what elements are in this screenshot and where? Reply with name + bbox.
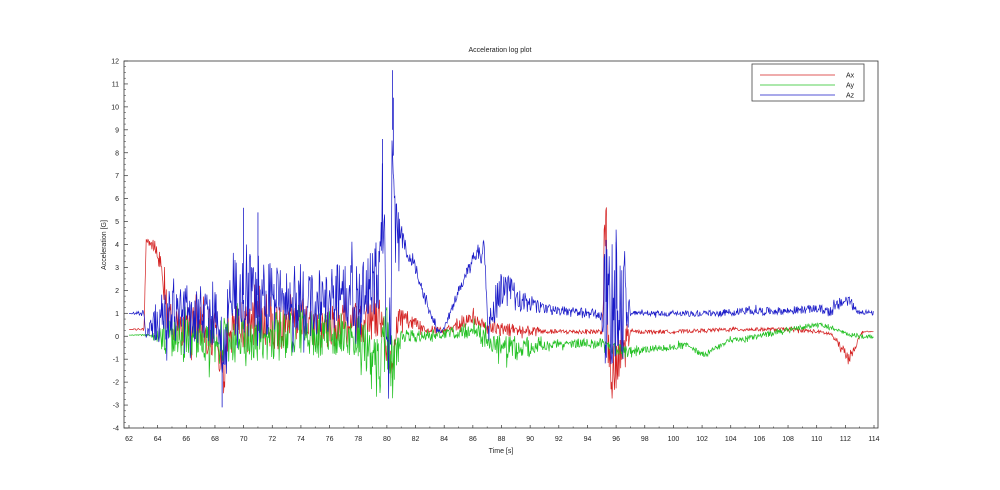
legend-label-ax: Ax bbox=[846, 73, 855, 80]
y-tick-label: -2 bbox=[113, 380, 119, 387]
y-axis-label: Acceleration [G] bbox=[101, 220, 108, 270]
x-tick-label: 96 bbox=[612, 436, 620, 443]
series-line-ax bbox=[128, 207, 874, 399]
y-tick-label: 4 bbox=[115, 242, 119, 249]
x-tick-label: 110 bbox=[811, 436, 822, 443]
y-tick-label: -4 bbox=[113, 426, 119, 433]
y-tick-label: 5 bbox=[115, 219, 119, 226]
y-tick-label: 9 bbox=[115, 127, 119, 134]
x-tick-label: 74 bbox=[297, 436, 305, 443]
y-tick-label: 3 bbox=[115, 265, 119, 272]
y-tick-label: 2 bbox=[115, 288, 119, 295]
legend-label-az: Az bbox=[846, 93, 855, 100]
y-tick-label: 7 bbox=[115, 173, 119, 180]
x-tick-label: 62 bbox=[125, 436, 133, 443]
x-tick-label: 108 bbox=[782, 436, 794, 443]
chart-title: Acceleration log plot bbox=[468, 47, 531, 54]
x-tick-label: 102 bbox=[696, 436, 708, 443]
series-line-ay bbox=[129, 303, 874, 399]
y-tick-label: 10 bbox=[111, 104, 119, 111]
legend-label-ay: Ay bbox=[846, 83, 855, 90]
x-tick-label: 80 bbox=[383, 436, 391, 443]
x-tick-label: 98 bbox=[641, 436, 649, 443]
x-tick-label: 88 bbox=[498, 436, 506, 443]
y-tick-label: 6 bbox=[115, 196, 119, 203]
y-tick-label: 12 bbox=[111, 59, 119, 66]
series-line-az bbox=[128, 140, 874, 399]
x-tick-label: 64 bbox=[154, 436, 162, 443]
plot-frame bbox=[123, 60, 879, 429]
x-tick-label: 78 bbox=[354, 436, 362, 443]
x-tick-label: 100 bbox=[668, 436, 680, 443]
x-tick-label: 76 bbox=[326, 436, 334, 443]
x-axis-label: Time [s] bbox=[489, 448, 514, 455]
x-tick-label: 106 bbox=[754, 436, 766, 443]
y-tick-label: -1 bbox=[113, 357, 119, 364]
x-tick-label: 114 bbox=[868, 436, 879, 443]
x-tick-label: 70 bbox=[240, 436, 248, 443]
x-tick-label: 66 bbox=[182, 436, 190, 443]
x-tick-label: 112 bbox=[840, 436, 851, 443]
x-tick-label: 86 bbox=[469, 436, 477, 443]
x-tick-label: 72 bbox=[268, 436, 276, 443]
x-axis: 62 64 66 68 70 72 74 76 78 80 82 84 86 88 90 92 94 96 98 10… bbox=[125, 425, 880, 443]
x-tick-label: 84 bbox=[440, 436, 448, 443]
plot-lines bbox=[128, 70, 874, 408]
x-tick-label: 94 bbox=[584, 436, 592, 443]
legend: Ax Ay Az bbox=[751, 63, 865, 102]
y-tick-label: 0 bbox=[115, 334, 119, 341]
x-tick-label: 104 bbox=[725, 436, 737, 443]
y-tick-label: 1 bbox=[115, 311, 119, 318]
x-tick-label: 92 bbox=[555, 436, 563, 443]
x-tick-label: 82 bbox=[412, 436, 420, 443]
y-tick-label: 11 bbox=[112, 81, 119, 88]
y-tick-label: 8 bbox=[115, 150, 119, 157]
x-tick-label: 68 bbox=[211, 436, 219, 443]
y-tick-label: -3 bbox=[113, 403, 119, 410]
x-tick-label: 90 bbox=[526, 436, 534, 443]
